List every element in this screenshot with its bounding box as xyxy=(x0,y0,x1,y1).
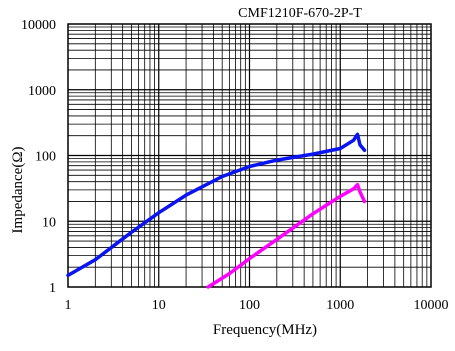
series-line-1 xyxy=(66,132,367,278)
series-line-2 xyxy=(206,182,367,289)
y-axis-label: Impedance(Ω) xyxy=(10,147,26,234)
x-tick-label: 100 xyxy=(239,298,260,313)
x-tick-label: 1 xyxy=(65,298,72,313)
y-tick-label: 10 xyxy=(42,215,56,230)
y-tick-label: 1 xyxy=(49,281,56,296)
y-tick-label: 100 xyxy=(35,150,56,165)
y-tick-label: 10000 xyxy=(21,18,56,33)
series-layer xyxy=(66,132,367,289)
tick-labels: 1 10 100 1000 10000 1 10 100 1000 10000 xyxy=(21,18,449,313)
x-tick-label: 10 xyxy=(152,298,166,313)
y-tick-label: 1000 xyxy=(28,84,56,99)
x-axis-label: Frequency(MHz) xyxy=(213,322,317,338)
grid xyxy=(68,24,431,287)
plot-frame xyxy=(67,23,432,288)
chart-title: CMF1210F-670-2P-T xyxy=(238,6,362,21)
x-tick-label: 10000 xyxy=(414,298,449,313)
x-tick-label: 1000 xyxy=(326,298,354,313)
